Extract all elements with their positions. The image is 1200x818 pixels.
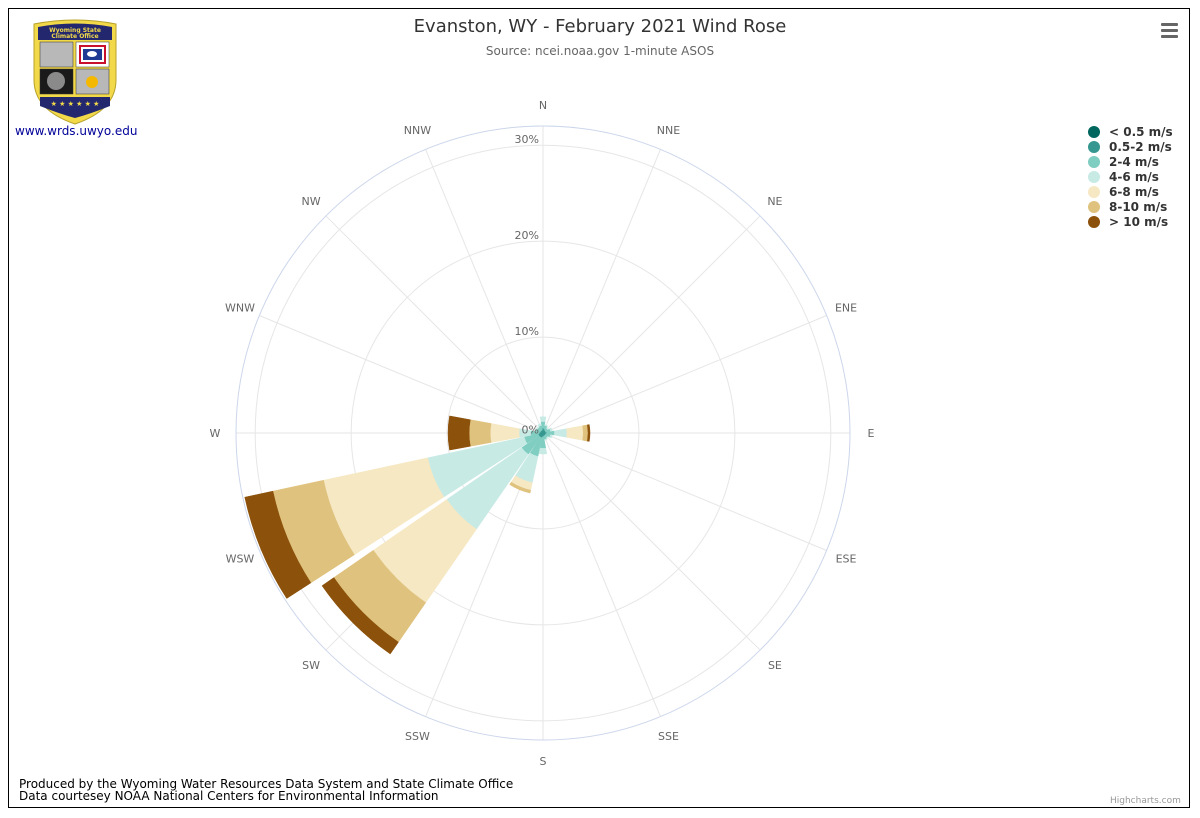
hamburger-menu-icon[interactable] bbox=[1158, 20, 1182, 42]
radial-tick-label-3: 30% bbox=[515, 133, 539, 146]
legend-label: < 0.5 m/s bbox=[1109, 124, 1173, 139]
legend-item[interactable]: 8-10 m/s bbox=[1088, 199, 1173, 214]
legend-label: 0.5-2 m/s bbox=[1109, 139, 1172, 154]
legend-label: > 10 m/s bbox=[1109, 214, 1169, 229]
spoke-wnw bbox=[259, 315, 544, 434]
footer-line-2: Data courtesey NOAA National Centers for… bbox=[19, 789, 439, 803]
direction-label-ene: ENE bbox=[835, 301, 857, 314]
sector-sse-series-3 bbox=[544, 438, 548, 441]
legend-swatch bbox=[1088, 200, 1100, 213]
direction-label-ne: NE bbox=[767, 195, 782, 208]
sector-wsw-series-6 bbox=[244, 490, 312, 599]
spoke-nne bbox=[542, 149, 661, 434]
spoke-sse bbox=[542, 432, 661, 717]
legend-item[interactable]: 0.5-2 m/s bbox=[1088, 139, 1173, 154]
sector-ese-series-3 bbox=[549, 434, 553, 439]
spoke-nw bbox=[325, 215, 544, 434]
svg-text:Wyoming State: Wyoming State bbox=[49, 27, 101, 34]
chart-frame bbox=[8, 8, 1190, 808]
sector-s-series-3 bbox=[538, 447, 548, 455]
legend-swatch bbox=[1088, 140, 1100, 153]
legend-item[interactable]: > 10 m/s bbox=[1088, 214, 1173, 229]
direction-label-wsw: WSW bbox=[226, 553, 255, 566]
direction-label-sse: SSE bbox=[658, 730, 679, 743]
svg-text:★ ★ ★ ★ ★ ★: ★ ★ ★ ★ ★ ★ bbox=[51, 100, 100, 108]
direction-label-sw: SW bbox=[302, 659, 320, 672]
sector-wnw-series-3 bbox=[534, 427, 537, 432]
legend-swatch bbox=[1088, 170, 1100, 183]
chart-legend: < 0.5 m/s 0.5-2 m/s 2-4 m/s 4-6 m/s 6-8 m/s 8… bbox=[1088, 124, 1173, 229]
sector-ssw-series-5 bbox=[509, 481, 531, 494]
legend-item[interactable]: < 0.5 m/s bbox=[1088, 124, 1173, 139]
direction-label-ssw: SSW bbox=[405, 730, 430, 743]
spoke-ne bbox=[542, 215, 761, 434]
legend-label: 6-8 m/s bbox=[1109, 184, 1159, 199]
legend-swatch bbox=[1088, 185, 1100, 198]
spoke-ene bbox=[542, 315, 827, 434]
direction-label-s: S bbox=[540, 755, 547, 768]
highcharts-credits-link[interactable]: Highcharts.com bbox=[1110, 796, 1181, 806]
direction-label-e: E bbox=[868, 427, 875, 440]
radial-tick-label-1: 10% bbox=[515, 325, 539, 338]
radial-tick-label-2: 20% bbox=[515, 229, 539, 242]
sector-e-series-5 bbox=[582, 424, 589, 442]
sector-e-series-4 bbox=[566, 425, 584, 441]
footer-line-1: Produced by the Wyoming Water Resources … bbox=[19, 777, 514, 791]
chart-title: Evanston, WY - February 2021 Wind Rose bbox=[413, 16, 787, 37]
spoke-ese bbox=[542, 432, 827, 551]
direction-label-wnw: WNW bbox=[225, 301, 255, 314]
direction-label-se: SE bbox=[768, 659, 782, 672]
sector-e-series-3 bbox=[554, 428, 568, 438]
wyoming-state-climate-office-logo: Wyoming State Climate Office ★ ★ ★ ★ ★ ★ bbox=[33, 19, 117, 125]
legend-item[interactable]: 4-6 m/s bbox=[1088, 169, 1173, 184]
direction-label-nne: NNE bbox=[657, 124, 680, 137]
site-link[interactable]: www.wrds.uwyo.edu bbox=[15, 124, 138, 138]
direction-label-nnw: NNW bbox=[404, 124, 431, 137]
legend-label: 4-6 m/s bbox=[1109, 169, 1159, 184]
outer-circle bbox=[235, 125, 851, 741]
chart-subtitle: Source: ncei.noaa.gov 1-minute ASOS bbox=[485, 44, 715, 58]
sector-ne-series-3 bbox=[545, 427, 549, 431]
sector-e-series-6 bbox=[587, 424, 591, 442]
direction-label-n: N bbox=[539, 99, 547, 112]
direction-label-w: W bbox=[210, 427, 221, 440]
sector-ene-series-3 bbox=[549, 427, 553, 432]
legend-label: 8-10 m/s bbox=[1109, 199, 1168, 214]
legend-swatch bbox=[1088, 215, 1100, 228]
svg-text:Climate Office: Climate Office bbox=[51, 33, 98, 40]
legend-swatch bbox=[1088, 125, 1100, 138]
legend-swatch bbox=[1088, 155, 1100, 168]
sector-sw-series-6 bbox=[321, 577, 399, 655]
legend-item[interactable]: 6-8 m/s bbox=[1088, 184, 1173, 199]
spoke-nnw bbox=[425, 149, 544, 434]
radial-tick-label-0: 0% bbox=[522, 424, 539, 437]
sector-w-series-6 bbox=[447, 415, 471, 451]
legend-label: 2-4 m/s bbox=[1109, 154, 1159, 169]
sector-nne-series-3 bbox=[544, 424, 549, 427]
legend-item[interactable]: 2-4 m/s bbox=[1088, 154, 1173, 169]
direction-label-ese: ESE bbox=[836, 553, 857, 566]
sector-n-series-3 bbox=[539, 416, 547, 422]
direction-label-nw: NW bbox=[302, 195, 321, 208]
sector-w-series-5 bbox=[468, 419, 492, 447]
spoke-se bbox=[542, 432, 761, 651]
sector-nnw-series-3 bbox=[537, 423, 542, 427]
